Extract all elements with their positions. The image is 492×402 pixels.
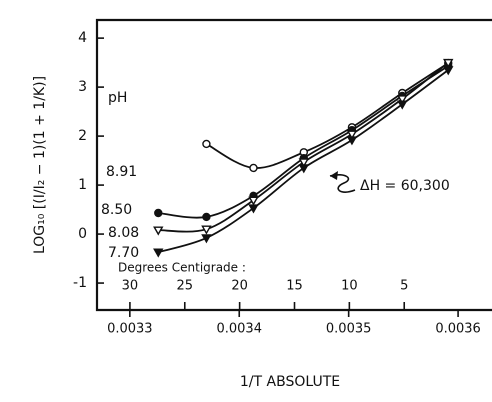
legend-title: pH bbox=[108, 90, 127, 106]
y-tick-label: 2 bbox=[78, 128, 87, 144]
y-tick-label: 4 bbox=[78, 30, 87, 46]
point bbox=[153, 226, 164, 236]
x2-tick-label: 25 bbox=[177, 279, 194, 294]
series-label: 8.08 bbox=[108, 225, 139, 241]
point bbox=[201, 234, 212, 244]
point bbox=[201, 225, 212, 235]
series-label: 8.91 bbox=[106, 164, 137, 180]
series-line bbox=[205, 62, 449, 169]
y-tick-label: 0 bbox=[78, 226, 87, 242]
x2-tick-label: 15 bbox=[286, 279, 303, 294]
y-axis-label: LOG₁₀ [(I/I₂ − 1)(1 + 1/K)] bbox=[32, 76, 48, 254]
x2-axis-label: Degrees Centigrade : bbox=[118, 261, 246, 275]
series-label: 7.70 bbox=[108, 245, 139, 261]
point bbox=[248, 196, 259, 206]
point bbox=[346, 136, 358, 146]
point bbox=[202, 212, 211, 222]
annotation-arrow bbox=[329, 174, 356, 193]
x2-tick-label: 20 bbox=[231, 279, 248, 294]
series-label: 8.50 bbox=[101, 202, 132, 218]
point bbox=[249, 163, 258, 173]
point bbox=[154, 208, 163, 218]
point bbox=[202, 139, 211, 149]
point bbox=[443, 66, 454, 76]
x-tick-label: 0.0036 bbox=[435, 322, 481, 337]
x-tick-label: 0.0034 bbox=[216, 322, 262, 337]
point bbox=[298, 164, 310, 174]
point bbox=[397, 95, 408, 105]
annotation: ΔH = 60,300 bbox=[360, 178, 450, 194]
x-axis-label: 1/T ABSOLUTE bbox=[240, 374, 340, 390]
y-tick-label: 1 bbox=[78, 177, 87, 193]
point bbox=[248, 204, 259, 214]
x2-tick-label: 10 bbox=[341, 279, 358, 294]
point bbox=[443, 58, 454, 69]
point bbox=[298, 158, 310, 168]
point bbox=[346, 130, 358, 140]
x-tick-label: 0.0035 bbox=[326, 322, 372, 337]
annotation-arrowhead bbox=[330, 171, 338, 180]
point bbox=[397, 100, 408, 110]
x2-tick-label: 5 bbox=[400, 279, 408, 294]
point bbox=[153, 248, 164, 258]
y-tick-label: 3 bbox=[78, 79, 87, 95]
x-tick-label: 0.0033 bbox=[107, 322, 153, 337]
y-tick-label: -1 bbox=[73, 275, 87, 291]
x2-tick-label: 30 bbox=[122, 279, 139, 294]
